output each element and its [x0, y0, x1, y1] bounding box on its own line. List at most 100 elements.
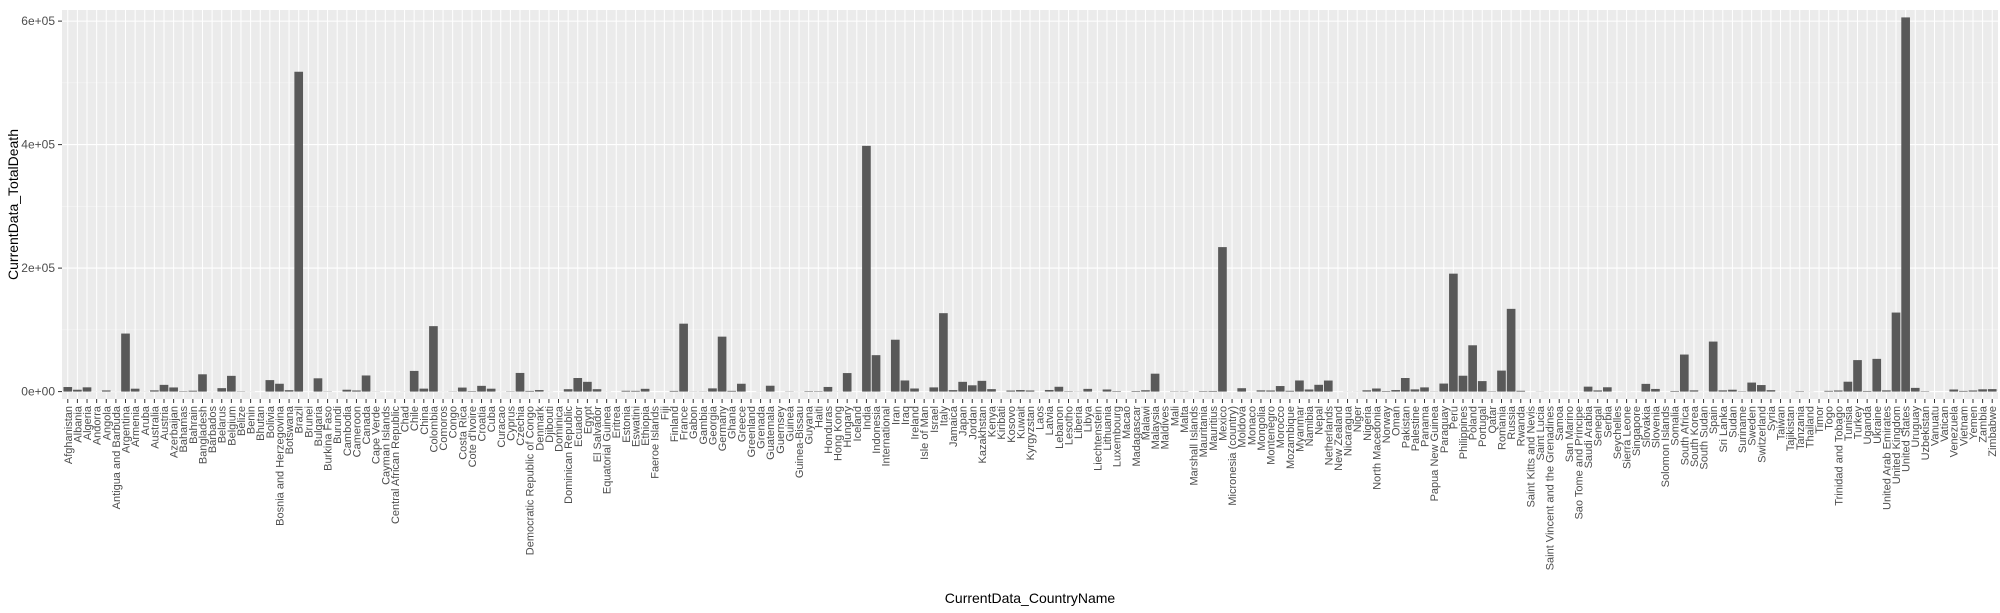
x-tick-label: Dominican Republic — [563, 406, 575, 504]
x-tick-label: Pakistan — [1400, 406, 1412, 448]
bar — [929, 387, 939, 392]
x-tick-label: Tajikistan — [1785, 406, 1797, 451]
x-tick-label: Cuba — [486, 405, 498, 432]
x-tick-label: Sao Tome and Principe — [1573, 406, 1585, 520]
x-tick-label: Iraq — [900, 406, 912, 425]
x-tick-label: Andorra — [92, 405, 104, 445]
x-tick-label: Jordan — [967, 406, 979, 440]
y-tick-label: 4e+05 — [21, 138, 55, 152]
bar — [890, 339, 900, 392]
x-tick-label: Barbados — [207, 406, 219, 454]
bar — [948, 390, 958, 392]
x-tick-label: Trinidad and Tobago — [1833, 406, 1845, 506]
x-tick-label: Namibia — [1304, 405, 1316, 446]
x-tick-label: Belize — [236, 406, 248, 436]
bar — [477, 385, 486, 392]
bar — [159, 384, 169, 392]
x-tick-label: North Macedonia — [1371, 405, 1383, 490]
bar — [621, 390, 631, 392]
x-tick-label: Montenegro — [1266, 406, 1278, 465]
x-tick-label: New Zealand — [1333, 406, 1345, 471]
x-tick-label: Canada — [361, 405, 373, 444]
x-tick-label: Macao — [1121, 406, 1133, 439]
bar — [486, 388, 496, 392]
bar — [1959, 390, 1968, 392]
x-tick-label: Eritrea — [611, 405, 623, 438]
x-tick-label: El Salvador — [592, 406, 604, 463]
bar — [1016, 390, 1025, 392]
x-tick-label: Denmark — [534, 406, 546, 451]
x-tick-label: Bosnia and Herzegovina — [274, 405, 286, 526]
x-tick-label: Palestine — [1410, 406, 1422, 451]
x-tick-label: Eswatini — [630, 406, 642, 447]
bar — [1968, 390, 1978, 392]
bar — [1102, 389, 1112, 392]
x-tick-label: Albania — [72, 405, 84, 443]
bar — [1747, 382, 1756, 392]
x-tick-label: Morocco — [1275, 406, 1287, 448]
x-tick-label: Iceland — [852, 406, 864, 441]
x-tick-label: Iran — [890, 406, 902, 425]
bar — [583, 381, 592, 392]
bar — [1901, 17, 1910, 392]
x-tick-label: South Korea — [1689, 405, 1701, 467]
x-tick-label: Philippines — [1458, 406, 1470, 460]
x-tick-label: Zimbabwe — [1987, 406, 1999, 457]
x-tick-label: Ecuador — [573, 406, 585, 447]
x-tick-label: Serbia — [1602, 405, 1614, 438]
bar — [361, 375, 371, 392]
bar — [1285, 390, 1295, 392]
x-tick-label: Gabon — [688, 406, 700, 439]
x-tick-label: Togo — [1824, 406, 1836, 430]
x-tick-label: Mauritania — [1198, 405, 1210, 457]
grid-lines — [62, 10, 1998, 399]
x-tick-label: Indonesia — [871, 405, 883, 454]
x-tick-label: Cameroon — [351, 406, 363, 457]
x-tick-label: Peru — [1448, 406, 1460, 429]
bar — [977, 380, 987, 392]
x-tick-label: Netherlands — [1323, 406, 1335, 466]
x-tick-label: Guyana — [804, 405, 816, 444]
x-tick-label: Luxembourg — [1112, 406, 1124, 467]
x-tick-label: France — [679, 406, 691, 440]
x-tick-label: Cape Verde — [371, 406, 383, 464]
x-tick-label: Tunisia — [1843, 405, 1855, 441]
bar — [1256, 390, 1266, 392]
x-tick-label: Taiwan — [1776, 406, 1788, 440]
bar — [1987, 389, 1997, 392]
bar — [265, 380, 275, 392]
bar — [1872, 358, 1882, 392]
x-tick-label: Syria — [1766, 405, 1778, 431]
x-tick-label: Italy — [938, 406, 950, 427]
x-tick-label: Liechtenstein — [1092, 406, 1104, 471]
bar — [958, 381, 967, 392]
bar — [679, 323, 688, 392]
x-tick-label: Argentina — [121, 405, 133, 453]
x-axis-ticks: AfghanistanAlbaniaAlgeriaAndorraAngolaAn… — [63, 399, 1999, 570]
bar — [1756, 385, 1766, 392]
x-tick-label: Nicaragua — [1343, 405, 1355, 456]
bar — [217, 388, 227, 392]
bar — [1891, 312, 1901, 392]
x-tick-label: Yemen — [1968, 406, 1980, 440]
bar — [188, 390, 198, 392]
bar — [1689, 390, 1699, 392]
x-tick-label: Sri Lanka — [1718, 405, 1730, 452]
x-tick-label: Belgium — [226, 406, 238, 446]
bar — [967, 385, 977, 392]
x-tick-label: Maldives — [1160, 406, 1172, 450]
x-tick-label: Niger — [1352, 406, 1364, 433]
bar — [1150, 373, 1160, 392]
bar — [1054, 386, 1064, 392]
bar — [871, 355, 881, 392]
x-tick-label: Bolivia — [265, 405, 277, 438]
x-tick-label: Panama — [1420, 405, 1432, 447]
x-tick-label: Slovakia — [1641, 405, 1653, 447]
x-tick-label: Marshall Islands — [1189, 406, 1201, 486]
bar — [1314, 384, 1323, 392]
bar — [1208, 390, 1218, 392]
x-tick-label: Australia — [149, 405, 161, 449]
bar — [1593, 390, 1603, 392]
x-tick-label: Libya — [1083, 405, 1095, 432]
